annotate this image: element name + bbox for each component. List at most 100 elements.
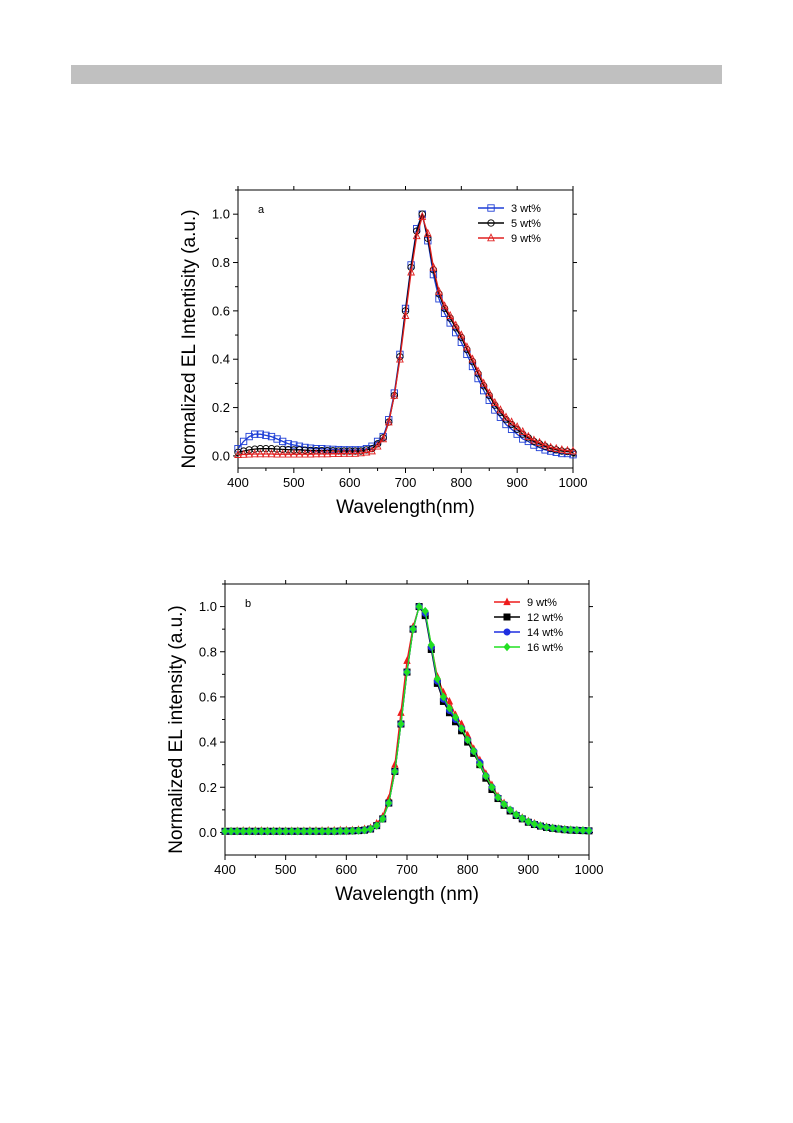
data-point [391,760,399,768]
data-point [356,448,365,457]
data-point [279,445,287,454]
x-tick-label: 600 [339,475,361,490]
x-tick-label: 500 [275,862,297,877]
data-point [573,825,581,835]
data-point [445,703,454,713]
data-point [278,449,287,458]
data-point [245,432,253,441]
data-point [546,442,555,451]
data-point [318,827,326,836]
x-tick-label: 700 [396,862,418,877]
data-point [261,449,270,458]
legend-entry: 14 wt% [494,627,563,639]
legend-entry: 9 wt% [478,233,541,245]
data-point [262,431,270,440]
data-point [512,810,520,820]
data-point [468,354,477,363]
series-line [237,214,574,456]
legend-label: 9 wt% [511,233,541,245]
data-point [552,443,561,452]
series-line [224,605,590,832]
data-point [368,446,376,455]
x-tick-label: 900 [517,862,539,877]
data-point [415,602,423,611]
data-point [357,447,365,455]
plot-frame [237,189,574,469]
data-point [451,320,460,329]
data-point [312,449,321,458]
data-point [433,674,441,684]
data-point [284,440,292,448]
data-point [379,434,388,443]
data-point [423,228,432,237]
legend-entry: 16 wt% [494,642,563,654]
x-tick-label: 400 [227,475,249,490]
data-point [273,435,281,443]
data-point [458,724,466,733]
header-bar [71,65,722,84]
data-point [524,434,532,442]
y-tick-label: 0.8 [199,644,217,659]
data-point [301,449,309,458]
data-point [407,267,416,276]
x-tick-label: 600 [335,862,357,877]
data-point [379,814,387,824]
data-point [496,405,505,414]
data-point [541,440,550,449]
legend-entry: 3 wt% [478,203,541,215]
y-tick-label: 0.8 [212,255,230,270]
data-point [295,446,304,454]
data-point [490,397,499,406]
y-tick-label: 0.0 [212,448,230,463]
series-line [237,211,574,456]
data-point [506,805,514,815]
data-point [549,823,557,833]
series-1 [234,210,577,456]
legend-label: 14 wt% [527,627,563,639]
data-point [239,827,247,836]
data-point [234,449,242,458]
data-point [273,449,282,458]
y-axis-label: Normalized EL intensity (a.u.) [166,605,187,854]
data-point [563,445,572,454]
data-point [362,446,371,454]
chart-a-panel: 400 500 600 700 800 900 1000 0.0 0.2 0.4 0.6 0.8 1.0… [152,148,641,523]
x-tick-label: 400 [214,862,236,877]
series-line [225,605,590,832]
data-point [524,431,533,440]
data-point [409,624,417,634]
data-point [391,767,399,776]
legend-entry: 12 wt% [494,612,563,624]
data-point [267,449,276,458]
data-point [251,430,259,438]
y-tick-label: 1.0 [212,207,230,222]
data-point [312,827,320,836]
data-point [530,819,538,829]
data-point [256,449,265,458]
data-point [518,814,526,823]
series-line [225,605,590,832]
legend-label: 5 wt% [511,218,541,230]
data-point [500,799,508,809]
data-point [482,771,490,781]
x-axis-label: Wavelength(nm) [336,497,475,518]
data-point [239,437,248,446]
data-point [279,437,287,446]
legend-marker [503,597,511,606]
data-point [401,310,410,319]
data-point [288,827,296,836]
legend-label: 3 wt% [511,203,541,215]
chart-b-svg: 400 500 600 700 800 900 1000 0.0 0.2 0.4 0.6 0.8 1.0… [166,580,603,905]
data-point [245,449,254,458]
data-point [245,446,253,454]
series-line [225,605,590,832]
data-point [536,821,545,831]
legend-marker [487,204,495,212]
data-point [324,827,332,836]
legend-marker [487,233,495,242]
data-point [348,826,356,836]
data-point [263,827,272,836]
legend-marker [503,613,511,621]
data-point [569,446,577,455]
data-point [323,449,332,458]
